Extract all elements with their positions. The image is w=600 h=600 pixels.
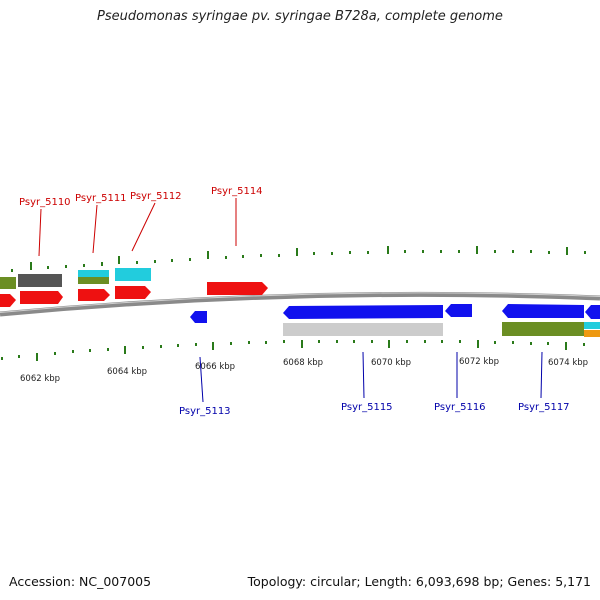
kbp-label-6068: 6068 kbp: [283, 358, 323, 368]
gene-block-orange[interactable]: [584, 330, 600, 337]
upper-tick-row: [11, 246, 586, 272]
accession-label: Accession: NC_007005: [9, 574, 152, 589]
genome-backbone: [0, 291, 600, 317]
gene-arrow-forward[interactable]: [0, 294, 16, 307]
genome-backbone-highlight: [0, 292, 600, 313]
topology-label: Topology: circular; Length: 6,093,698 bp…: [247, 574, 591, 589]
kbp-label-6074: 6074 kbp: [548, 358, 588, 368]
bottom-gene-label-connectors: [199, 351, 543, 403]
gene-label-psyr-5113[interactable]: Psyr_5113: [179, 406, 231, 417]
gene-block-olive[interactable]: [78, 277, 109, 284]
gene-label-psyr-5117[interactable]: Psyr_5117: [518, 402, 570, 413]
gene-block-darkgrey[interactable]: [18, 274, 62, 287]
gene-block-cyan[interactable]: [584, 322, 600, 329]
lower-tick-row: [1, 340, 585, 361]
gene-label-psyr-5114[interactable]: Psyr_5114: [211, 186, 263, 197]
kbp-label-6064: 6064 kbp: [107, 367, 147, 377]
kbp-label-6070: 6070 kbp: [371, 358, 411, 368]
gene-block-cyan[interactable]: [78, 270, 109, 277]
upper-feature-track: [0, 268, 268, 307]
gene-label-psyr-5112[interactable]: Psyr_5112: [130, 191, 182, 202]
gene-arrow-forward[interactable]: [207, 282, 268, 295]
gene-block-cyan[interactable]: [115, 268, 151, 281]
gene-label-psyr-5115[interactable]: Psyr_5115: [341, 402, 393, 413]
kbp-label-6066: 6066 kbp: [195, 362, 235, 372]
gene-arrow-reverse[interactable]: [502, 304, 584, 318]
gene-arrow-forward[interactable]: [20, 291, 63, 304]
gene-arrow-forward[interactable]: [78, 289, 110, 301]
gene-label-psyr-5111[interactable]: Psyr_5111: [75, 193, 127, 204]
gene-arrow-forward[interactable]: [115, 286, 151, 299]
kbp-label-6072: 6072 kbp: [459, 357, 499, 367]
gene-block-olive[interactable]: [0, 277, 16, 289]
gene-label-psyr-5116[interactable]: Psyr_5116: [434, 402, 486, 413]
gene-block-olive[interactable]: [502, 322, 584, 336]
top-gene-label-connectors: [38, 198, 237, 257]
kbp-label-6062: 6062 kbp: [20, 374, 60, 384]
genome-title: Pseudomonas syringae pv. syringae B728a,…: [97, 9, 503, 24]
gene-arrow-reverse[interactable]: [585, 305, 600, 319]
gene-arrow-reverse[interactable]: [283, 305, 443, 319]
gene-arrow-reverse[interactable]: [190, 311, 207, 323]
gene-arrow-reverse[interactable]: [445, 304, 472, 317]
gene-block-grey[interactable]: [283, 323, 443, 336]
lower-feature-track: [190, 304, 600, 337]
gene-label-psyr-5110[interactable]: Psyr_5110: [19, 197, 71, 208]
